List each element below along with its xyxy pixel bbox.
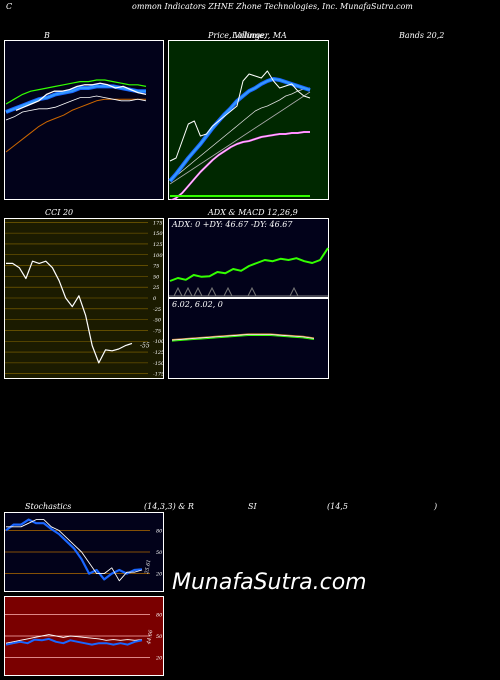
rsi-tick-label: 50 — [156, 634, 163, 640]
price-ma-panel — [168, 40, 329, 200]
stoch-tick-label: 20 — [155, 572, 163, 578]
cci-tick-label: 175 — [153, 220, 163, 226]
band-inner-line — [5, 95, 147, 121]
rsi-label-a: SI — [248, 502, 257, 511]
rsi-last-label: 44.66 — [146, 629, 155, 646]
page-title: ommon Indicators ZHNE Zhone Technologies… — [132, 2, 413, 11]
rsi-tick-label: 80 — [156, 612, 163, 618]
macd-readout: 6.02, 6.02, 0 — [172, 300, 223, 309]
adx-peak-mark — [193, 286, 203, 297]
cci-tick-label: 25 — [152, 285, 159, 291]
cci-tick-label: -75 — [153, 328, 161, 334]
cci-line — [6, 260, 133, 364]
cci-tick-label: 0 — [153, 296, 157, 302]
stoch-last-label: 25.61 — [144, 559, 153, 575]
stoch-tick-label: 50 — [156, 550, 163, 556]
macd-line — [171, 335, 315, 342]
cci-tick-label: -125 — [153, 350, 164, 356]
rsi-line — [5, 634, 143, 644]
bollinger-panel — [4, 40, 164, 200]
rsi-ma-line — [5, 637, 143, 646]
price-line — [15, 82, 147, 111]
rsi-panel: 80 50 20 44.66 — [4, 596, 164, 676]
adx-peak-mark — [223, 286, 233, 297]
cci-tick-label: -100 — [153, 339, 164, 345]
watermark: MunafaSutra.com — [172, 570, 367, 595]
cci-label: CCI 20 — [45, 208, 74, 217]
ma-pink-core — [171, 131, 310, 200]
macd-histogram-line — [171, 334, 315, 341]
cci-panel: 175 150 125 100 75 50 25 0 -25 -50 -75 -100 -125 -150… — [4, 218, 164, 379]
adx-peak-mark — [173, 286, 183, 297]
rsi-tick-label: 20 — [155, 656, 163, 662]
panel-background — [168, 218, 329, 298]
price-ma-label-a: Price, Volume, — [208, 31, 267, 40]
price-line — [169, 70, 311, 162]
cci-tick-label: -175 — [153, 372, 164, 378]
cci-tick-label: 150 — [153, 231, 163, 237]
stoch-label: Stochastics — [25, 502, 72, 511]
bands-label: Bands 20,2 — [399, 31, 445, 40]
adx-readout: ADX: 0 +DY: 46.67 -DY: 46.67 — [171, 220, 293, 229]
ma-long-line — [169, 87, 311, 182]
ma-longer-line — [169, 91, 311, 185]
cci-tick-label: -25 — [153, 307, 161, 313]
panel-background — [168, 40, 329, 200]
adx-peak-mark — [289, 286, 299, 297]
adx-panel: ADX: 0 +DY: 46.67 -DY: 46.67 — [168, 218, 329, 298]
panel-background — [4, 218, 164, 379]
rsi-label-b: (14,5 — [327, 502, 348, 511]
cci-tick-label: -150 — [153, 361, 164, 367]
macd-panel: 6.02, 6.02, 0 — [168, 298, 329, 379]
price-ma-label-b: Lollinger, MA — [232, 31, 287, 40]
cci-tick-label: 75 — [153, 264, 159, 270]
adx-peak-mark — [207, 286, 217, 297]
ma-blue-highlight — [169, 78, 311, 182]
cci-last-label: -55 — [140, 342, 150, 349]
adx-macd-label: ADX & MACD 12,26,9 — [208, 208, 298, 217]
cci-tick-label: 50 — [153, 274, 160, 280]
stoch-d-line — [5, 518, 143, 581]
stoch-k-line — [6, 519, 143, 582]
upper-band-line — [5, 79, 147, 105]
middle-band-highlight — [5, 85, 146, 113]
header-c: C — [6, 2, 13, 11]
panel-background — [4, 40, 164, 200]
stoch-tick-label: 80 — [156, 528, 163, 534]
adx-line — [169, 247, 329, 282]
adx-peak-mark — [247, 286, 257, 297]
rsi-label-c: ) — [434, 502, 438, 511]
cci-tick-label: 125 — [153, 242, 163, 248]
cci-tick-label: -50 — [153, 318, 162, 324]
lower-band-line — [5, 98, 146, 153]
adx-peak-mark — [183, 286, 193, 297]
macd-signal-line — [171, 333, 315, 341]
bollinger-label: B — [44, 31, 50, 40]
cci-tick-label: 100 — [153, 253, 163, 259]
stoch-params-label: (14,3,3) & R — [144, 502, 194, 511]
